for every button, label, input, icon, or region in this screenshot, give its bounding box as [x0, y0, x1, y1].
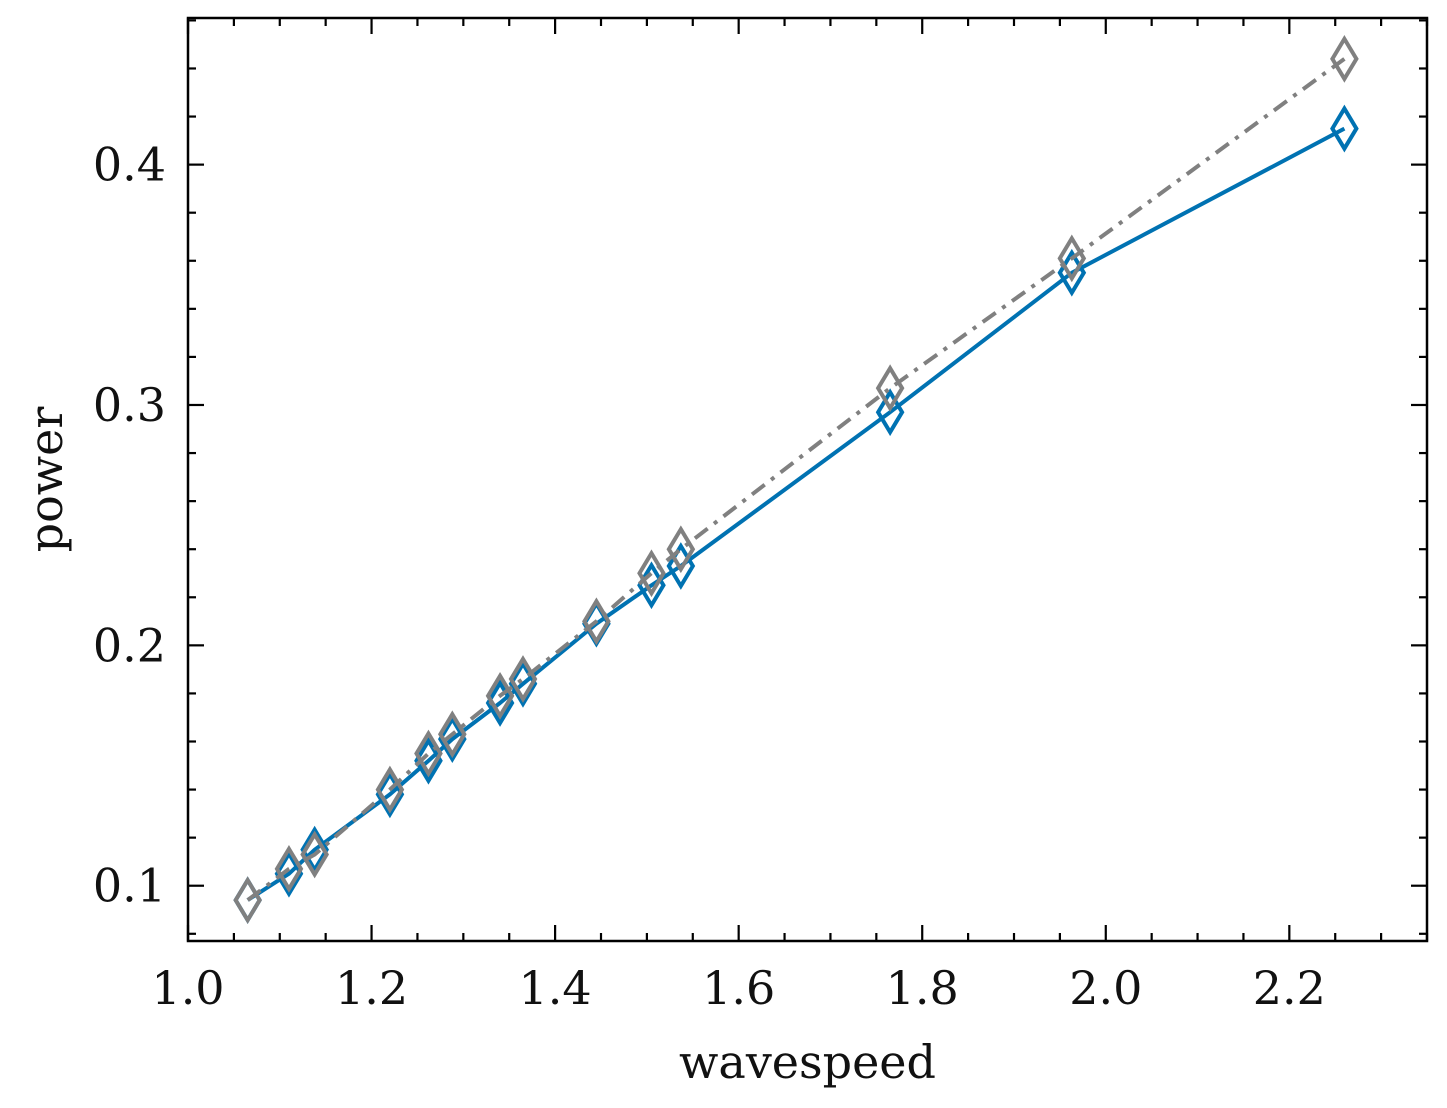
- series-2-point: [437, 710, 467, 759]
- series-2-point: [875, 364, 905, 413]
- plot-frame: [186, 16, 1429, 943]
- y-tick-label: 0.4: [93, 138, 166, 192]
- y-axis-label: power: [19, 407, 73, 553]
- x-tick-label: 1.2: [335, 961, 408, 1015]
- y-tick-label: 0.2: [93, 618, 166, 672]
- series-1-point: [1330, 104, 1359, 153]
- series-2-point: [582, 597, 611, 646]
- axis-ticks: [186, 18, 1429, 941]
- series-1-point: [437, 715, 467, 763]
- x-tick-label: 1.0: [151, 961, 224, 1015]
- series-2-point: [508, 655, 538, 703]
- series-2-point: [414, 729, 443, 778]
- series-layer: [233, 34, 1359, 925]
- x-tick-label: 1.4: [519, 961, 592, 1015]
- x-axis-label: wavespeed: [679, 1035, 936, 1089]
- series-2-point: [666, 525, 696, 574]
- series-1-point: [508, 659, 538, 708]
- x-tick-label: 1.6: [702, 961, 775, 1015]
- series-2-point: [233, 876, 262, 925]
- series-2-point: [300, 830, 329, 879]
- series-2-point: [485, 671, 515, 720]
- series-1-point: [274, 849, 304, 898]
- series-2-point: [274, 845, 304, 893]
- y-tick-label: 0.1: [93, 859, 166, 913]
- series-2-point: [375, 765, 405, 814]
- x-tick-label: 2.0: [1069, 961, 1142, 1015]
- series-1-point: [875, 388, 905, 437]
- tick-labels: 1.0 1.2 1.4 1.6 1.8 2.0 2.2 0.1 0.2 0.3 0.4: [93, 138, 1326, 1015]
- series-1-point: [485, 679, 515, 727]
- series-2-point: [637, 549, 666, 598]
- series-2: [233, 34, 1359, 925]
- y-tick-label: 0.3: [93, 378, 166, 432]
- series-2-point: [1330, 34, 1359, 83]
- x-tick-label: 1.8: [886, 961, 959, 1015]
- series-2-line: [246, 57, 1346, 902]
- x-tick-label: 2.2: [1253, 961, 1326, 1015]
- series-1-point: [300, 825, 329, 874]
- series-1-point: [414, 736, 443, 785]
- series-2-point: [1057, 234, 1087, 283]
- series-1-point: [375, 770, 405, 819]
